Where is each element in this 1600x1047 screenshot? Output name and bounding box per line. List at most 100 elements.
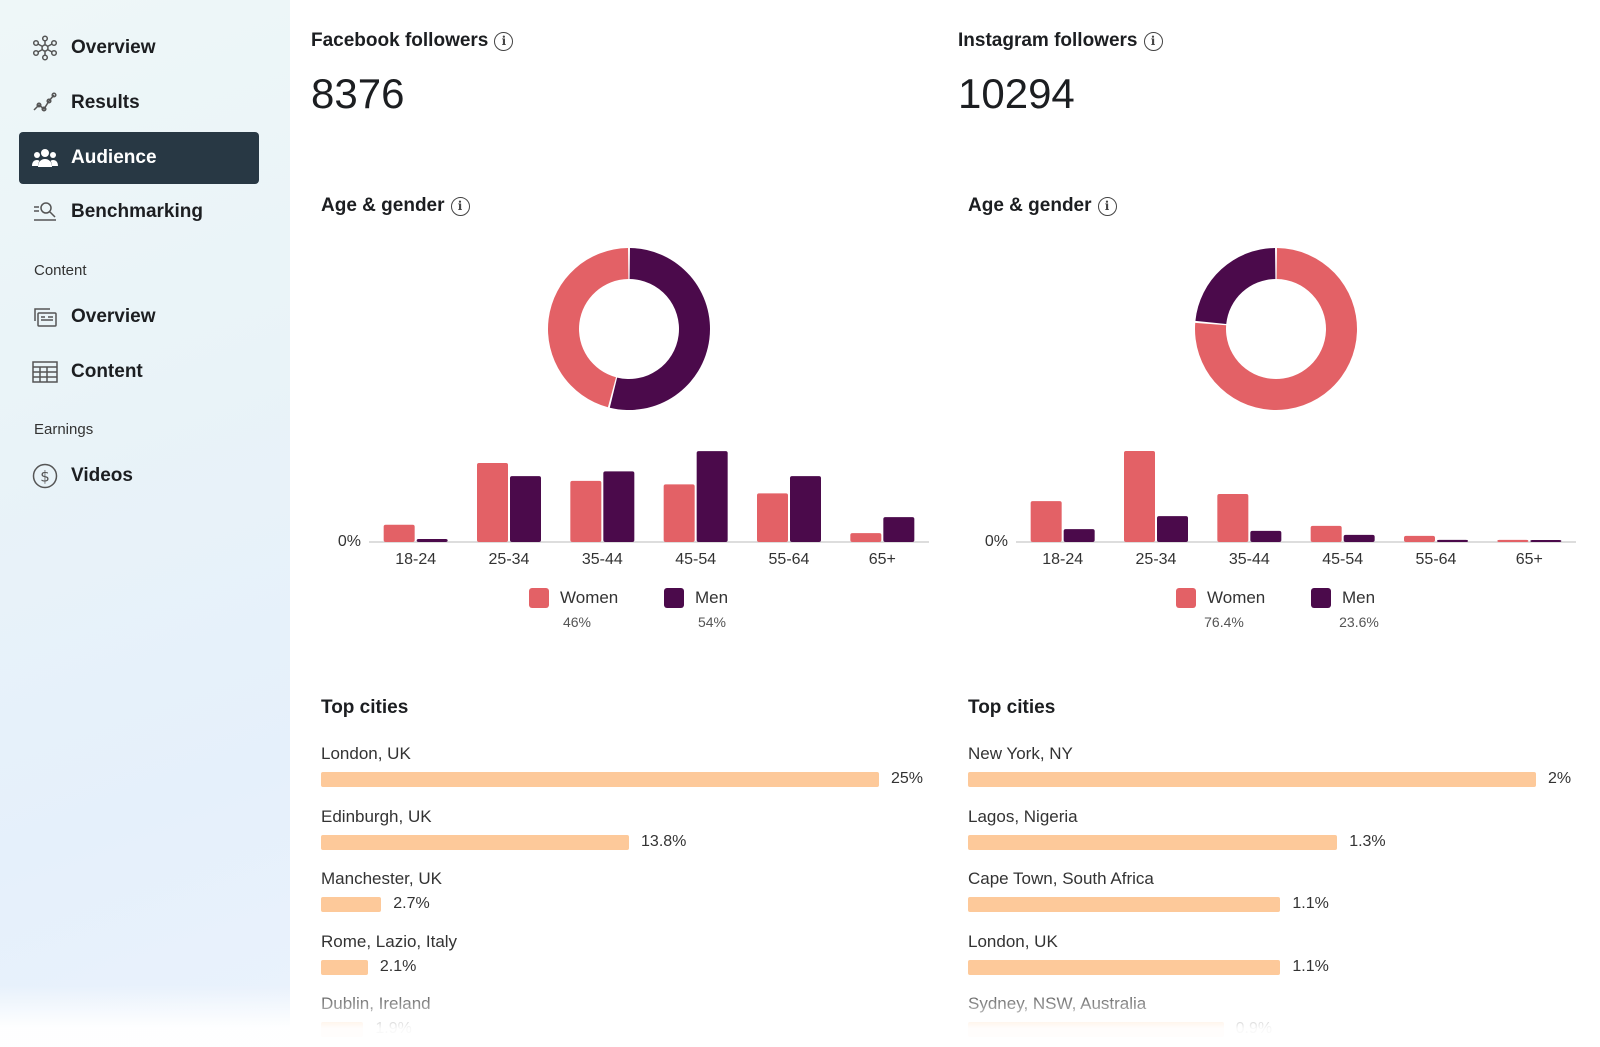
x-tick-label: 25-34	[1135, 551, 1177, 568]
facebook-column: Facebook followers i 8376 Age & gender i 18-2…	[311, 0, 951, 1047]
trend-line-icon	[31, 89, 59, 117]
donut-slice-men	[1195, 248, 1276, 325]
city-name: London, UK	[321, 744, 411, 763]
city-value: 13.8%	[641, 832, 687, 850]
city-value: 25%	[891, 770, 924, 787]
legend-label: Women	[560, 588, 619, 607]
legend-percent: 46%	[562, 614, 592, 630]
nav-label: Overview	[71, 37, 156, 58]
section-label-earnings: Earnings	[34, 421, 94, 438]
bar-women-25-34	[1124, 450, 1155, 542]
age-gender-chart	[1016, 248, 1576, 543]
bar-women-55-64	[1404, 535, 1435, 542]
bar-men-25-34	[510, 476, 541, 542]
bar-men-35-44	[1250, 530, 1282, 542]
followers-title: Instagram followers i	[958, 30, 1163, 52]
followers-label: Instagram followers	[958, 30, 1138, 51]
bar-women-35-44	[570, 480, 602, 542]
x-tick-label: 45-54	[675, 551, 717, 568]
sidebar: Overview Results Audience Benchmarking C…	[0, 0, 290, 1047]
bar-men-35-44	[603, 471, 635, 542]
legend-percent: 76.4%	[1204, 614, 1244, 630]
x-tick-label: 25-34	[488, 551, 530, 568]
legend-label: Men	[695, 588, 729, 607]
dollar-icon: $	[31, 462, 59, 490]
city-name: New York, NY	[968, 744, 1073, 763]
city-value: 2.1%	[379, 957, 417, 975]
city-name: Lagos, Nigeria	[968, 806, 1078, 826]
legend-swatch-men	[664, 588, 684, 608]
nav-overview[interactable]: Overview	[19, 22, 259, 74]
nav-audience[interactable]: Audience	[19, 132, 259, 184]
bar-men-45-54	[696, 451, 728, 542]
x-tick-label: 35-44	[1228, 551, 1270, 568]
city-bar	[321, 772, 879, 787]
legend-label: Men	[1342, 588, 1376, 607]
city-name: Manchester, UK	[321, 869, 442, 889]
donut-slice-women	[1195, 248, 1357, 410]
age-gender-title: Age & gender i	[968, 195, 1117, 217]
city-name: Cape Town, South Africa	[968, 869, 1154, 889]
x-tick-label: 35-44	[581, 551, 623, 568]
table-icon	[31, 358, 59, 386]
nav-label: Overview	[71, 306, 156, 327]
legend-swatch-women	[1176, 588, 1196, 608]
city-name: Sydney, NSW, Australia	[968, 994, 1147, 1014]
bar-men-45-54	[1343, 534, 1375, 542]
bar-women-35-44	[1217, 493, 1249, 542]
info-icon[interactable]: i	[450, 196, 470, 216]
city-bar	[321, 834, 630, 850]
nav-videos[interactable]: $ Videos	[19, 450, 259, 502]
svg-text:$: $	[40, 468, 50, 486]
info-icon[interactable]: i	[1097, 196, 1117, 216]
nav-label: Results	[71, 92, 140, 113]
cards-icon	[31, 303, 59, 331]
bar-women-65+	[850, 533, 882, 542]
network-icon	[31, 34, 59, 62]
legend-label: Women	[1207, 588, 1266, 607]
city-bar	[968, 1022, 1224, 1038]
nav-results[interactable]: Results	[19, 77, 259, 129]
followers-label: Facebook followers	[311, 30, 489, 51]
city-value: 2.7%	[393, 895, 430, 913]
people-icon	[31, 144, 59, 172]
legend-percent: 23.6%	[1339, 614, 1379, 630]
nav-label: Audience	[71, 147, 157, 168]
legend-swatch-men	[1311, 588, 1331, 608]
bar-men-55-64	[790, 476, 821, 542]
instagram-column: Instagram followers i 10294 Age & gender i 18…	[958, 0, 1598, 1047]
bar-women-45-54	[663, 484, 695, 542]
city-name: Edinburgh, UK	[321, 806, 432, 826]
info-icon[interactable]: i	[494, 31, 514, 51]
city-value: 1.3%	[1349, 832, 1386, 850]
bar-men-25-34	[1157, 516, 1188, 542]
x-tick-label: 45-54	[1322, 551, 1364, 568]
nav-label: Benchmarking	[71, 201, 203, 222]
nav-benchmarking[interactable]: Benchmarking	[19, 186, 259, 238]
x-tick-label: 65+	[868, 551, 896, 568]
city-bar	[968, 959, 1281, 975]
nav-label: Videos	[71, 465, 133, 486]
bar-women-45-54	[1310, 525, 1342, 542]
age-gender-label: Age & gender	[321, 195, 445, 216]
city-value: 1.1%	[1292, 895, 1329, 913]
nav-content-overview[interactable]: Overview	[19, 291, 259, 343]
info-icon[interactable]: i	[1143, 31, 1163, 51]
bar-women-18-24	[1030, 501, 1062, 542]
y-tick-label: 0%	[337, 533, 361, 550]
bar-men-55-64	[1437, 539, 1468, 542]
city-value: 0.9%	[1235, 1020, 1273, 1038]
top-cities-title: Top cities	[968, 697, 1056, 718]
nav-content[interactable]: Content	[19, 346, 259, 398]
city-bar	[321, 897, 382, 913]
x-tick-label: 18-24	[395, 551, 437, 568]
age-gender-title: Age & gender i	[321, 195, 470, 217]
city-bar	[968, 897, 1281, 913]
bar-men-65+	[883, 517, 915, 542]
nav-label: Content	[71, 361, 143, 382]
city-name: Rome, Lazio, Italy	[321, 931, 458, 951]
city-bar	[968, 772, 1536, 787]
city-bar	[321, 959, 368, 975]
city-value: 1.1%	[1292, 957, 1329, 975]
bar-women-25-34	[477, 463, 508, 542]
